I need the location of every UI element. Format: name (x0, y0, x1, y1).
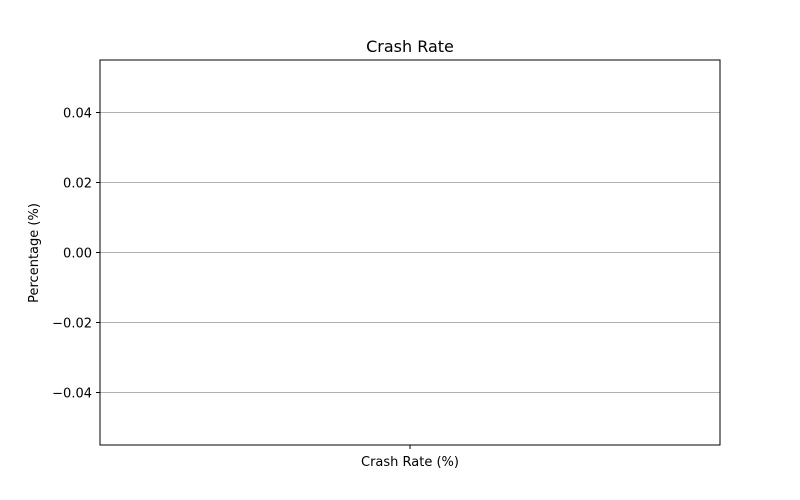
y-tick-label: −0.04 (52, 387, 92, 402)
y-tick-label: 0.02 (63, 177, 92, 192)
x-axis-ticks: Crash Rate (%) (361, 445, 459, 470)
x-tick-label: Crash Rate (%) (361, 455, 459, 470)
chart-title: Crash Rate (366, 37, 454, 56)
y-axis-ticks: 0.04 0.02 0.00 −0.02 −0.04 (52, 107, 100, 402)
grid-lines (100, 112, 720, 393)
y-axis-label: Percentage (%) (27, 203, 42, 303)
y-tick-label: 0.04 (63, 107, 92, 122)
y-tick-label: −0.02 (52, 317, 92, 332)
y-tick-label: 0.00 (63, 247, 92, 262)
